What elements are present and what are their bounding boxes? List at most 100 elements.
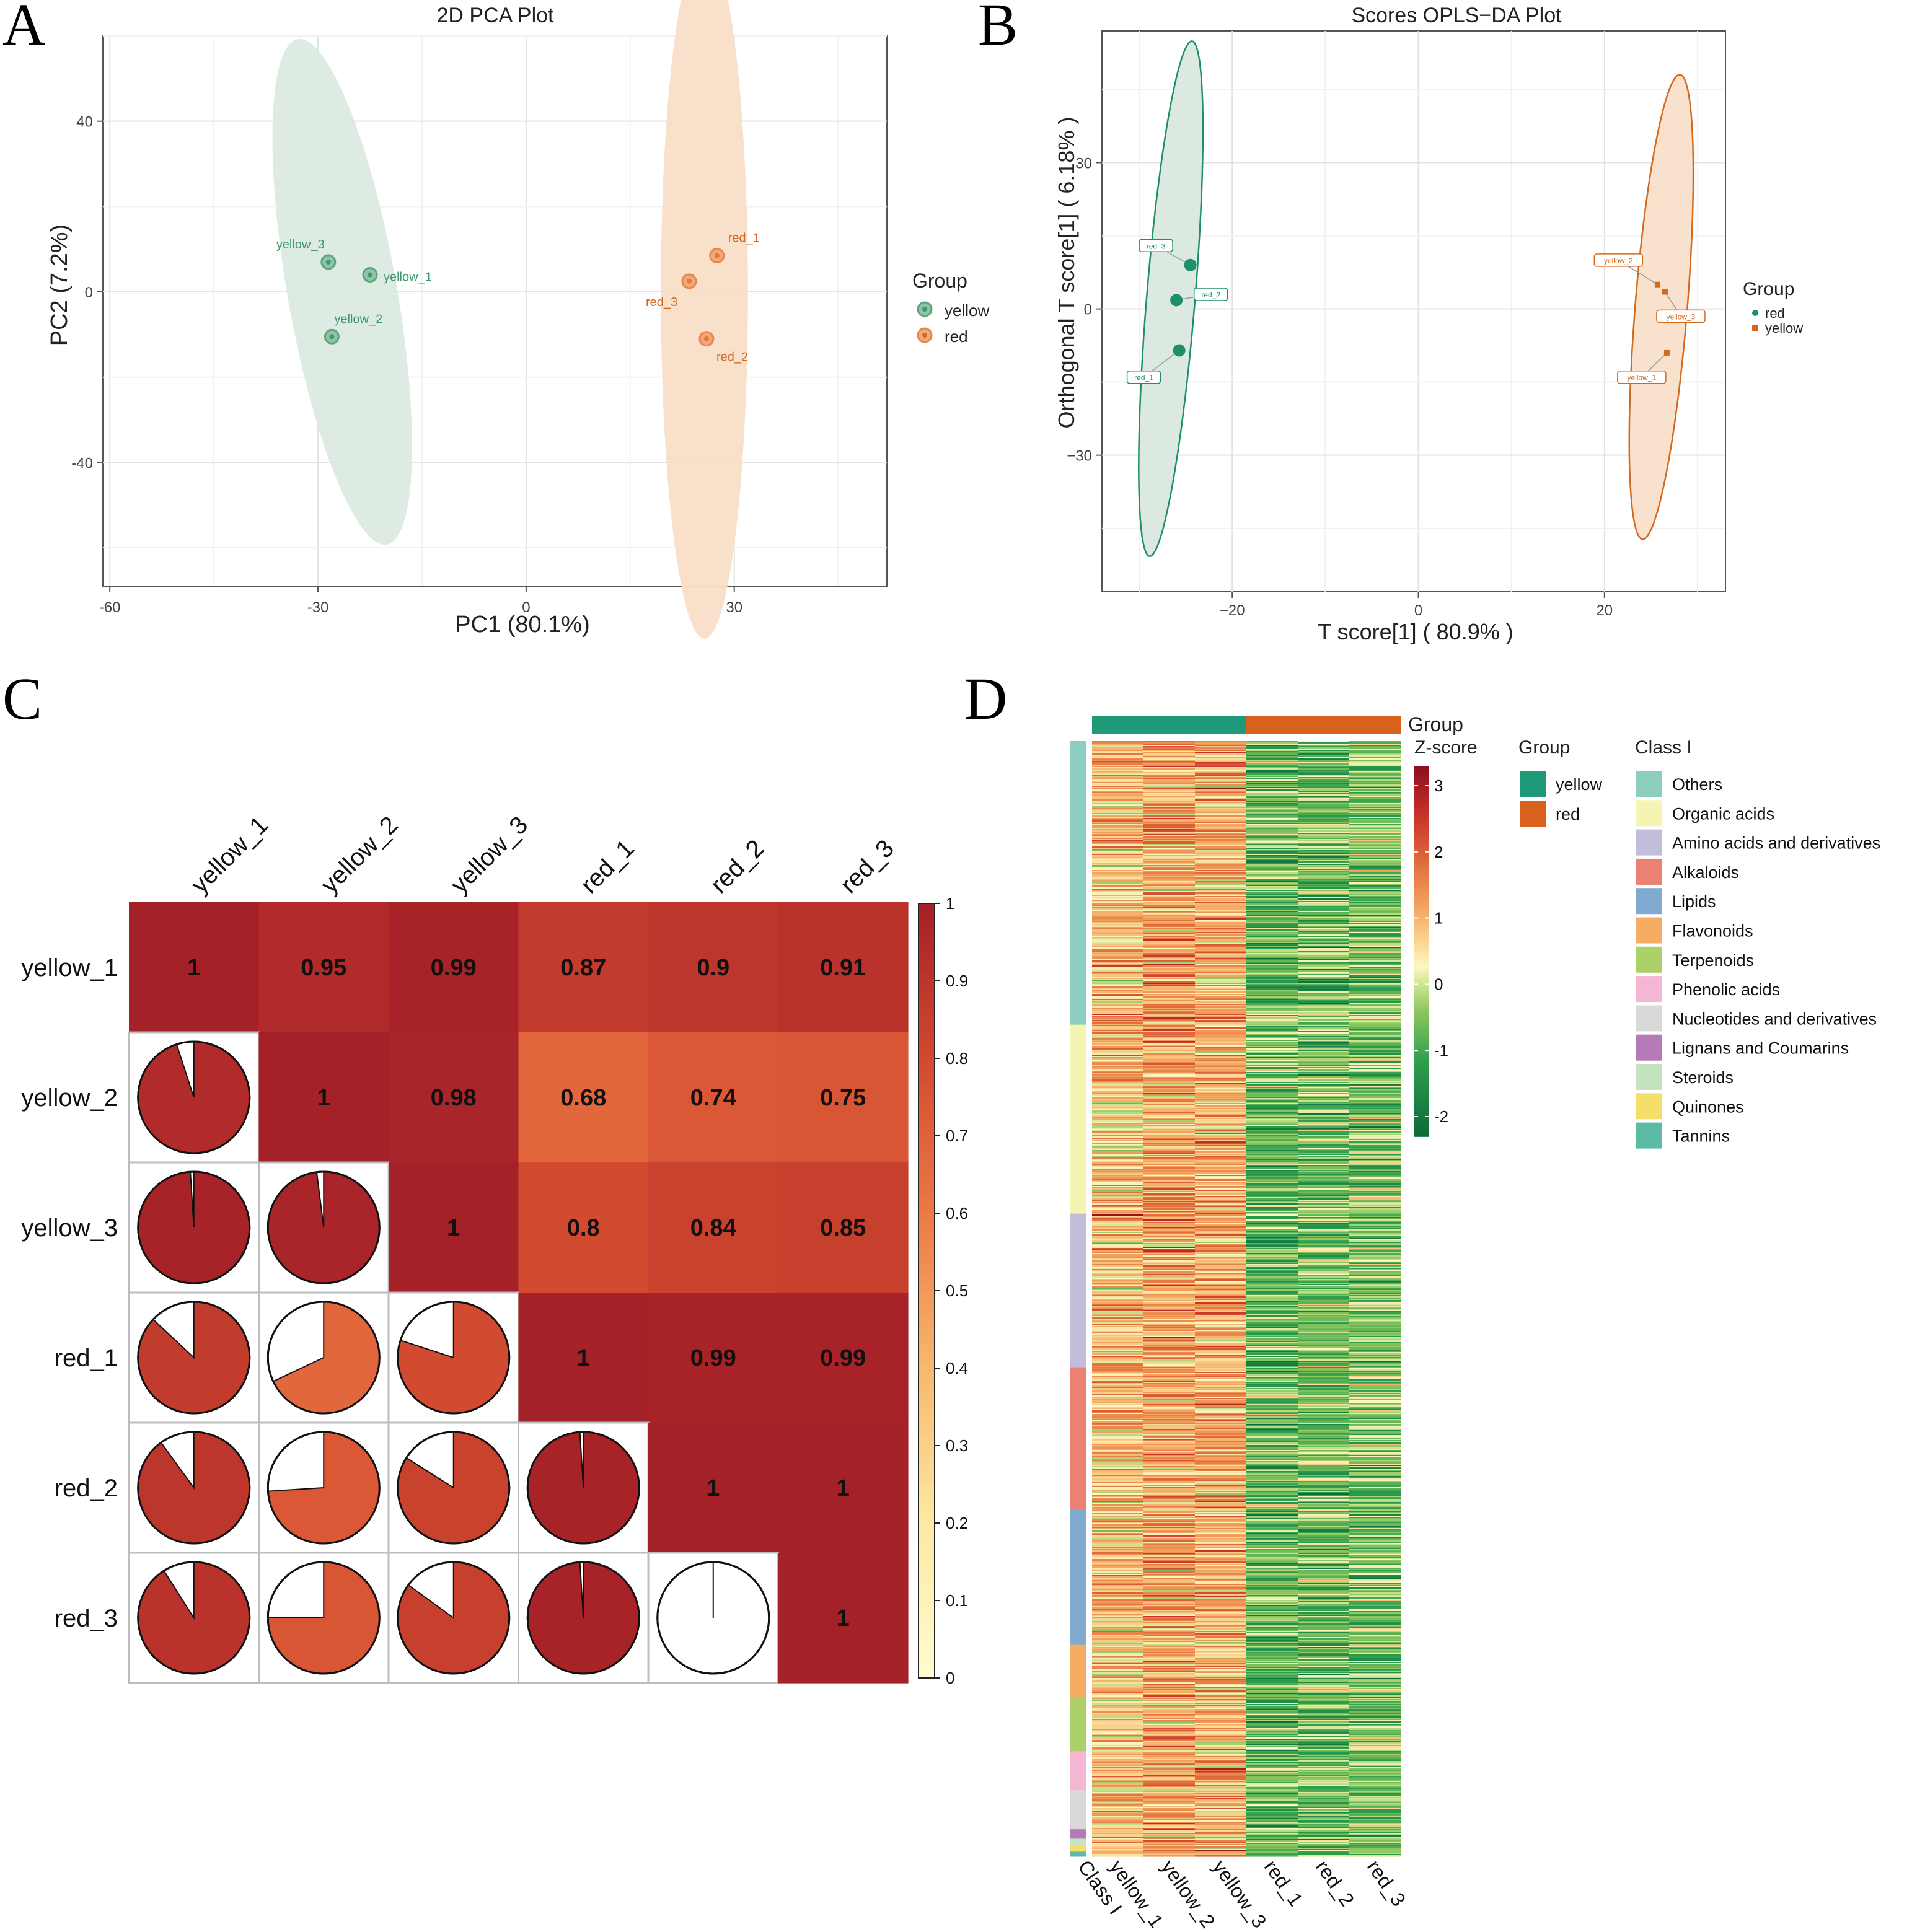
heatmap-cell xyxy=(1092,1641,1144,1643)
heatmap-cell xyxy=(1298,828,1350,830)
heatmap-cell xyxy=(1143,1364,1196,1366)
heatmap-cell xyxy=(1298,903,1350,905)
heatmap-cell xyxy=(1298,984,1350,986)
heatmap-cell xyxy=(1195,1258,1247,1260)
heatmap-cell xyxy=(1298,1703,1350,1705)
heatmap-cell xyxy=(1143,1460,1196,1462)
heatmap-cell xyxy=(1195,1714,1247,1716)
heatmap-cell xyxy=(1092,1353,1144,1355)
heatmap-cell xyxy=(1195,1602,1247,1604)
heatmap-cell xyxy=(1092,752,1144,754)
heatmap-cell xyxy=(1298,906,1350,908)
heatmap-cell xyxy=(1298,1697,1350,1698)
heatmap-cell xyxy=(1092,1653,1144,1655)
heatmap-cell xyxy=(1195,1490,1247,1491)
heatmap-cell xyxy=(1143,951,1196,952)
heatmap-cell xyxy=(1246,1079,1298,1081)
heatmap-cell xyxy=(1195,1812,1247,1814)
heatmap-cell xyxy=(1246,1752,1298,1754)
heatmap-cell xyxy=(1246,1718,1298,1719)
heatmap-cell xyxy=(1246,1201,1298,1203)
heatmap-cell xyxy=(1143,1198,1196,1200)
heatmap-cell xyxy=(1143,1140,1196,1142)
heatmap-cell xyxy=(1298,1183,1350,1185)
heatmap-cell xyxy=(1143,1477,1196,1479)
heatmap-cell xyxy=(1298,1181,1350,1183)
heatmap-cell xyxy=(1092,1511,1144,1513)
heatmap-cell xyxy=(1092,1234,1144,1236)
heatmap-cell xyxy=(1195,1055,1247,1056)
pca-legend-yellow-dot xyxy=(922,307,927,312)
heatmap-cell xyxy=(1143,845,1196,847)
heatmap-cell xyxy=(1195,1217,1247,1219)
heatmap-cell xyxy=(1143,1390,1196,1392)
heatmap-cell xyxy=(1143,952,1196,954)
heatmap-cell xyxy=(1092,1438,1144,1439)
heatmap-cell xyxy=(1195,964,1247,966)
heatmap-cell xyxy=(1143,943,1196,945)
corr-colorbar-step xyxy=(919,1322,935,1327)
heatmap-cell xyxy=(1092,1590,1144,1592)
heatmap-cell xyxy=(1195,1247,1247,1249)
heatmap-cell xyxy=(1298,1718,1350,1719)
heatmap-cell xyxy=(1143,1431,1196,1433)
heatmap-cell xyxy=(1195,848,1247,850)
heatmap-cell xyxy=(1092,1415,1144,1417)
heatmap-cell xyxy=(1092,1345,1144,1346)
heatmap-cell xyxy=(1246,1480,1298,1482)
heatmap-cell xyxy=(1143,983,1196,985)
heatmap-cell xyxy=(1195,913,1247,915)
heatmap-cell xyxy=(1298,1482,1350,1484)
heatmap-cell xyxy=(1195,1797,1247,1799)
heatmap-cell xyxy=(1195,1317,1247,1319)
heatmap-cell xyxy=(1298,1079,1350,1081)
heatmap-cell xyxy=(1092,1720,1144,1722)
heatmap-cell xyxy=(1195,1718,1247,1719)
heatmap-cell xyxy=(1143,1812,1196,1814)
heatmap-cell xyxy=(1092,1504,1144,1506)
heatmap-cell xyxy=(1298,1638,1350,1640)
heatmap-cell xyxy=(1246,939,1298,941)
heatmap-cell xyxy=(1092,1571,1144,1573)
heatmap-cell xyxy=(1195,742,1247,744)
heatmap-cell xyxy=(1298,747,1350,749)
heatmap-cell xyxy=(1298,1584,1350,1586)
heatmap-cell xyxy=(1195,1559,1247,1561)
heatmap-cell xyxy=(1092,836,1144,838)
heatmap-cell xyxy=(1246,1482,1298,1484)
heatmap-cell xyxy=(1092,1682,1144,1684)
heatmap-cell xyxy=(1143,1177,1196,1179)
heatmap-cell xyxy=(1143,1439,1196,1441)
heatmap-cell xyxy=(1298,1180,1350,1182)
heatmap-cell xyxy=(1246,1347,1298,1349)
heatmap-cell xyxy=(1298,1750,1350,1752)
heatmap-cell xyxy=(1195,791,1247,793)
pca-point-center-yellow_1 xyxy=(367,272,372,278)
heatmap-cell xyxy=(1195,749,1247,750)
heatmap-cell xyxy=(1298,1371,1350,1372)
heatmap-cell xyxy=(1143,1414,1196,1416)
heatmap-cell xyxy=(1092,929,1144,931)
heatmap-cell xyxy=(1246,1780,1298,1781)
heatmap-cell xyxy=(1143,1077,1196,1079)
heatmap-cell xyxy=(1092,1188,1144,1190)
heatmap-cell xyxy=(1195,1144,1247,1146)
corr-col-label: yellow_3 xyxy=(446,811,533,898)
heatmap-cell xyxy=(1246,1233,1298,1235)
heatmap-cell xyxy=(1092,1423,1144,1425)
heatmap-cell xyxy=(1092,1581,1144,1583)
heatmap-cell xyxy=(1092,1799,1144,1801)
heatmap-cell xyxy=(1246,1356,1298,1358)
heatmap-cell xyxy=(1092,877,1144,879)
heatmap-cell xyxy=(1246,1828,1298,1830)
heatmap-cell xyxy=(1195,1025,1247,1027)
heatmap-cell xyxy=(1092,1309,1144,1311)
heatmap-cell xyxy=(1195,1658,1247,1660)
heatmap-cell xyxy=(1195,746,1247,748)
heatmap-cell xyxy=(1092,1816,1144,1817)
heatmap-cell xyxy=(1246,1216,1298,1218)
heatmap-cell xyxy=(1298,870,1350,872)
heatmap-cell xyxy=(1092,1094,1144,1096)
heatmap-cell xyxy=(1246,1228,1298,1230)
heatmap-cell xyxy=(1246,1290,1298,1292)
